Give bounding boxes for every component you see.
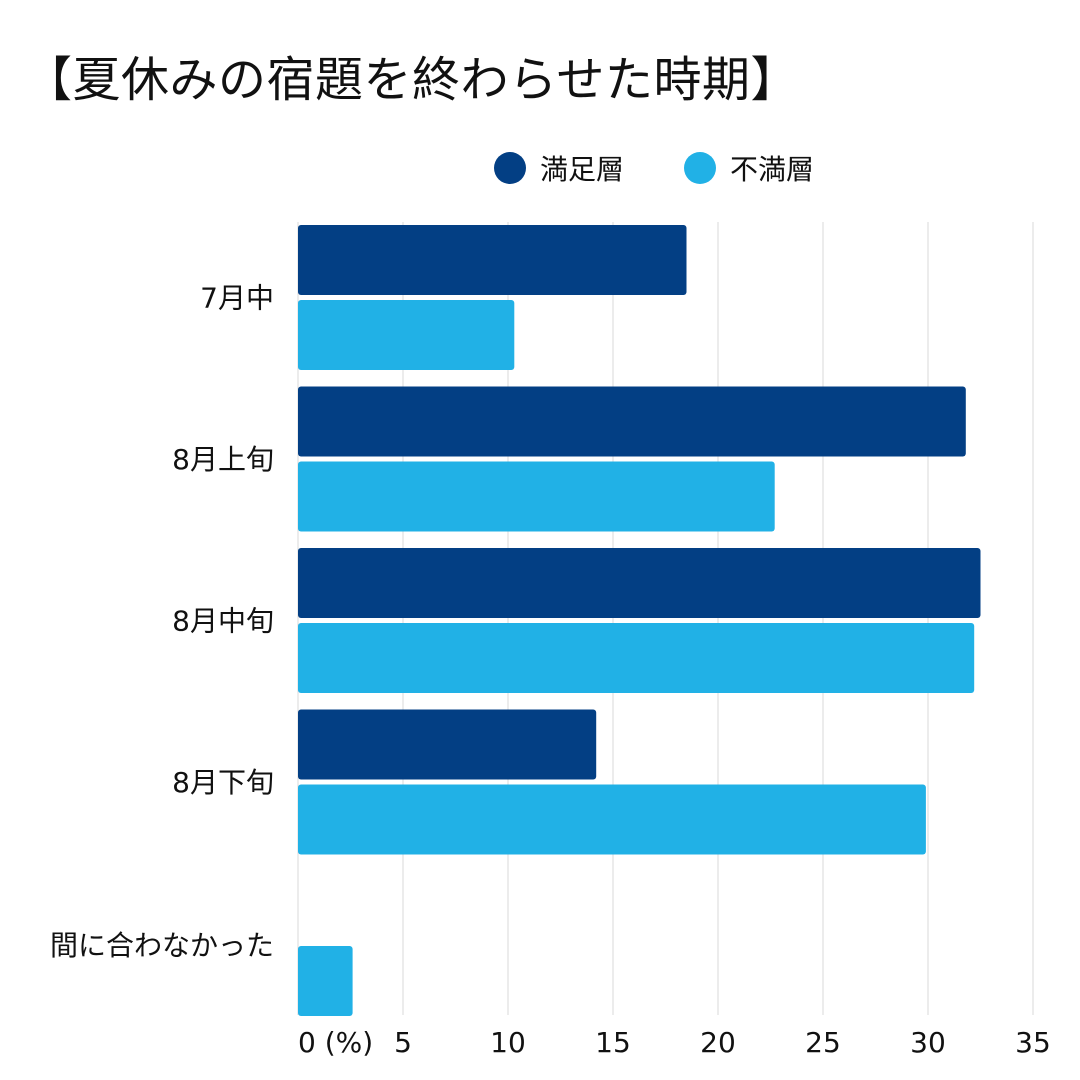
- x-tick-label: 0 (%): [298, 1026, 373, 1059]
- bar-dissatisfied-0: [298, 300, 515, 370]
- x-tick-label: 10: [490, 1026, 526, 1059]
- y-category-label: 8月下旬: [172, 766, 274, 799]
- x-tick-label: 25: [805, 1026, 841, 1059]
- chart-title: 【夏休みの宿題を終わらせた時期】: [24, 52, 800, 108]
- legend-label-series-1: 不満層: [730, 153, 815, 186]
- y-category-label: 7月中: [200, 282, 274, 315]
- x-tick-label: 20: [700, 1026, 736, 1059]
- x-tick-label: 35: [1015, 1026, 1051, 1059]
- legend-item-series-0: 満足層: [494, 148, 624, 188]
- axis-labels: 0 (%) 5 10 15 20 25 30 35 7月中 8月上旬 8月中旬 8月下旬間に合わなかっ…: [50, 282, 1051, 1060]
- chart-legend: 満足層 不満層: [494, 148, 814, 188]
- bar-dissatisfied-2: [298, 623, 975, 693]
- bar-satisfied-1: [298, 386, 966, 457]
- legend-item-series-1: 不満層: [684, 148, 814, 188]
- bar-dissatisfied-4: [298, 946, 353, 1016]
- bars: [298, 225, 981, 1016]
- legend-swatch-series-0: [494, 152, 526, 184]
- bar-satisfied-3: [298, 709, 597, 780]
- legend-label-series-0: 満足層: [540, 153, 625, 186]
- x-tick-label: 15: [595, 1026, 631, 1059]
- y-category-label: 8月中旬: [172, 605, 274, 638]
- x-tick-label: 5: [394, 1026, 412, 1059]
- bar-dissatisfied-3: [298, 784, 926, 855]
- bar-dissatisfied-1: [298, 461, 775, 532]
- x-tick-label: 30: [910, 1026, 946, 1059]
- y-category-label: 8月上旬: [172, 443, 274, 476]
- y-category-label: 間に合わなかった: [50, 929, 274, 962]
- legend-swatch-series-1: [684, 152, 717, 184]
- bar-satisfied-0: [298, 225, 687, 295]
- bar-satisfied-2: [298, 548, 981, 618]
